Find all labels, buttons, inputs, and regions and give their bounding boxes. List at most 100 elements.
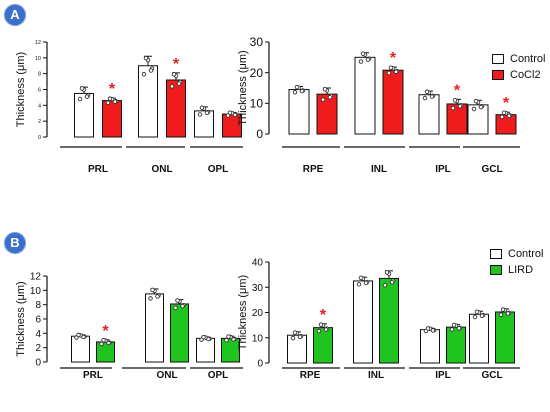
bar bbox=[288, 89, 310, 135]
data-point bbox=[322, 86, 328, 92]
x-tick-label: RPE bbox=[303, 164, 324, 175]
data-point bbox=[180, 303, 185, 309]
significance-star: * bbox=[173, 56, 180, 73]
data-point bbox=[500, 307, 506, 312]
bar bbox=[287, 334, 307, 364]
x-tick-label: ONL bbox=[151, 164, 172, 175]
x-tick-label: GCL bbox=[481, 370, 502, 381]
bar bbox=[102, 100, 122, 138]
data-point bbox=[356, 282, 362, 287]
y-tick-label: 4 bbox=[38, 103, 41, 109]
y-tick-label: 40 bbox=[252, 258, 264, 269]
data-point bbox=[429, 94, 435, 99]
data-point bbox=[393, 69, 399, 74]
data-point bbox=[479, 313, 485, 319]
significance-star: * bbox=[102, 323, 109, 340]
data-point bbox=[224, 338, 229, 343]
bar bbox=[446, 103, 468, 135]
bar bbox=[353, 280, 373, 364]
legend-label: Control bbox=[508, 248, 544, 260]
data-point bbox=[292, 90, 298, 95]
legend-swatch-lird bbox=[490, 265, 502, 275]
data-point bbox=[316, 328, 322, 334]
data-point bbox=[176, 81, 182, 86]
data-point bbox=[472, 314, 478, 320]
data-point bbox=[388, 65, 394, 71]
x-tick-label: INL bbox=[371, 164, 387, 175]
y-tick-label: 10 bbox=[30, 286, 42, 297]
data-point bbox=[425, 326, 431, 331]
x-tick-label: OPL bbox=[208, 370, 229, 381]
data-point bbox=[457, 103, 463, 109]
data-point bbox=[101, 337, 106, 343]
data-point bbox=[84, 94, 90, 99]
data-point bbox=[505, 311, 511, 316]
y-tick-label: 12 bbox=[35, 40, 41, 46]
bar bbox=[379, 277, 399, 364]
data-point bbox=[323, 327, 329, 332]
y-tick-label: 8 bbox=[38, 72, 41, 78]
x-tick-label: GCL bbox=[481, 164, 502, 175]
data-point bbox=[169, 84, 175, 89]
data-point bbox=[382, 282, 388, 288]
x-tick-label: PRL bbox=[88, 164, 108, 175]
legend-swatch-cocl2 bbox=[492, 70, 504, 80]
data-point bbox=[478, 104, 484, 110]
x-tick-label: IPL bbox=[435, 370, 451, 381]
data-point bbox=[290, 335, 296, 341]
bar bbox=[71, 335, 90, 363]
data-point bbox=[232, 112, 238, 118]
data-point bbox=[231, 337, 236, 342]
data-point bbox=[449, 327, 455, 332]
data-point bbox=[358, 275, 364, 281]
significance-star: * bbox=[390, 50, 397, 67]
data-point bbox=[206, 336, 211, 342]
data-point bbox=[81, 334, 86, 340]
bar bbox=[495, 114, 517, 135]
bar bbox=[446, 326, 466, 364]
bar bbox=[354, 56, 376, 135]
data-point bbox=[76, 332, 81, 338]
data-point bbox=[150, 287, 155, 293]
legend-swatch-control bbox=[492, 54, 504, 64]
y-tick-label: 20 bbox=[250, 66, 264, 80]
y-axis-label: Thickness (μm) bbox=[237, 275, 249, 350]
y-tick-label: 0 bbox=[257, 359, 263, 370]
data-point bbox=[197, 112, 203, 117]
significance-star: * bbox=[503, 95, 510, 112]
bar bbox=[96, 341, 115, 363]
data-point bbox=[175, 298, 180, 303]
y-tick-label: 4 bbox=[35, 329, 41, 340]
y-tick-label: 10 bbox=[252, 333, 264, 344]
data-point bbox=[424, 89, 430, 95]
panel-label-a: A bbox=[4, 4, 26, 26]
bar bbox=[74, 92, 94, 138]
data-point bbox=[360, 51, 366, 56]
data-point bbox=[155, 294, 160, 299]
bar bbox=[166, 79, 186, 138]
legend-b: Control LIRD bbox=[490, 246, 543, 278]
legend-item: LIRD bbox=[490, 262, 543, 278]
significance-star: * bbox=[109, 81, 116, 98]
legend-swatch-control bbox=[490, 249, 502, 259]
x-tick-label: IPL bbox=[435, 164, 451, 175]
y-tick-label: 12 bbox=[30, 272, 42, 283]
data-point bbox=[226, 334, 231, 339]
data-point bbox=[471, 106, 477, 112]
y-tick-label: 2 bbox=[38, 119, 41, 125]
bar bbox=[138, 65, 158, 138]
data-point bbox=[105, 100, 111, 105]
bar bbox=[196, 337, 215, 363]
y-tick-label: 30 bbox=[250, 35, 264, 49]
data-point bbox=[297, 334, 303, 340]
data-point bbox=[201, 334, 206, 340]
bar bbox=[316, 93, 338, 135]
data-point bbox=[112, 99, 118, 105]
y-tick-label: 30 bbox=[252, 283, 264, 294]
data-point bbox=[173, 305, 178, 311]
bar bbox=[467, 104, 489, 135]
data-point bbox=[227, 110, 233, 116]
data-point bbox=[386, 70, 392, 76]
data-point bbox=[143, 55, 149, 61]
